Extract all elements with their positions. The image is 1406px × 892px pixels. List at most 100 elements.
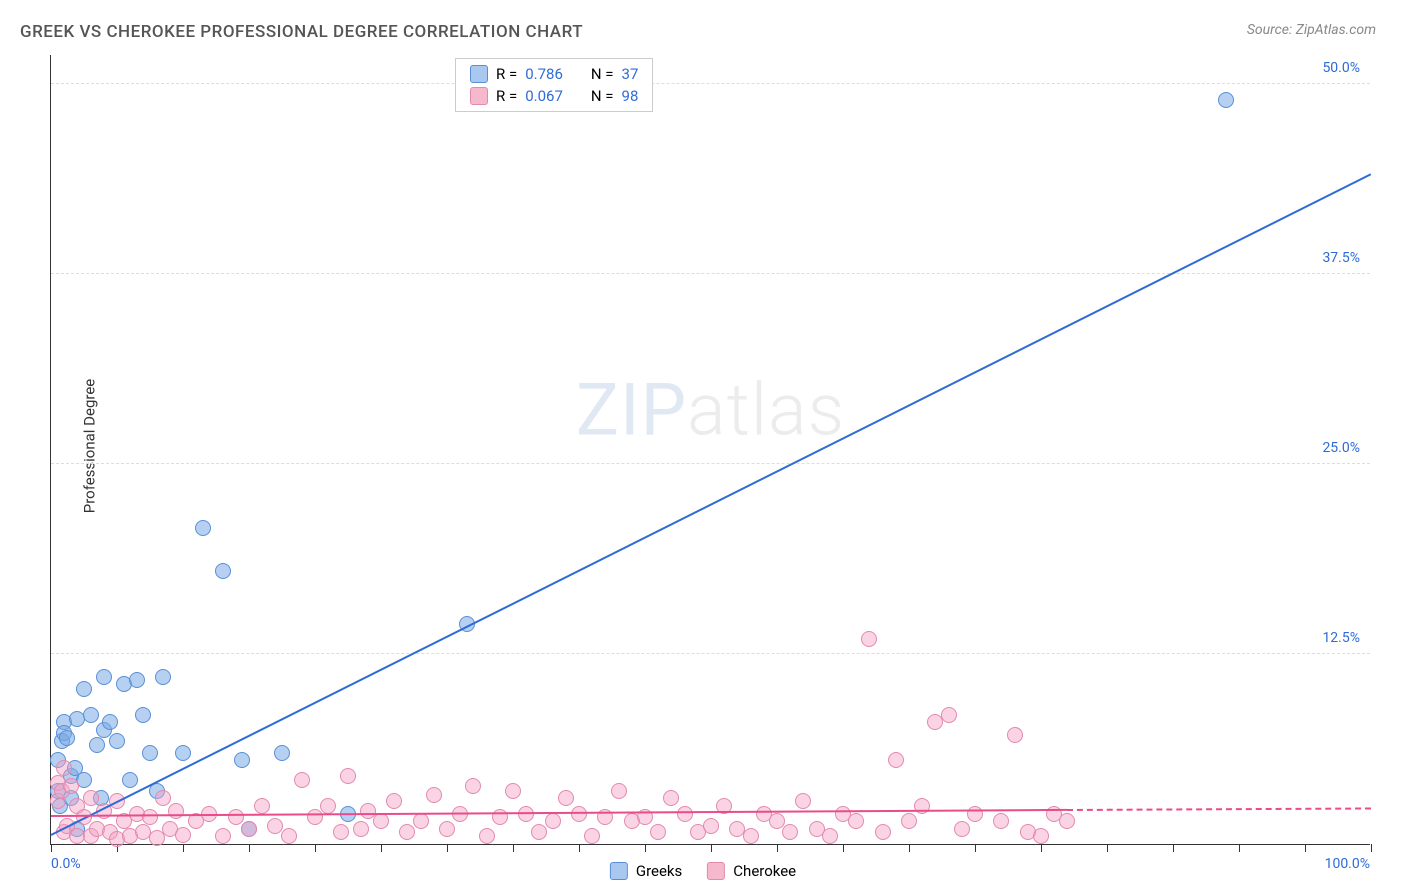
data-point <box>215 563 231 579</box>
legend-series-item: Greeks <box>610 862 682 880</box>
data-point <box>129 672 145 688</box>
data-point <box>861 631 877 647</box>
legend-stat-row: R = 0.786N = 37 <box>470 63 638 85</box>
grid-line-h <box>51 83 1370 84</box>
x-tick-label: 0.0% <box>51 856 81 872</box>
x-tick <box>777 844 778 852</box>
data-point <box>479 828 495 844</box>
data-point <box>373 813 389 829</box>
data-point <box>782 824 798 840</box>
legend-swatch <box>470 65 488 83</box>
r-label: R = <box>496 87 517 105</box>
legend-swatch <box>707 862 725 880</box>
data-point <box>155 790 171 806</box>
data-point <box>59 730 75 746</box>
legend-series-item: Cherokee <box>707 862 796 880</box>
n-value: 37 <box>622 65 639 83</box>
data-point <box>89 737 105 753</box>
data-point <box>228 809 244 825</box>
data-point <box>611 783 627 799</box>
data-point <box>254 798 270 814</box>
data-point <box>465 778 481 794</box>
n-label: N = <box>591 87 614 105</box>
x-tick <box>843 844 844 852</box>
data-point <box>96 669 112 685</box>
data-point <box>142 745 158 761</box>
data-point <box>1007 727 1023 743</box>
data-point <box>386 793 402 809</box>
chart-title: GREEK VS CHEROKEE PROFESSIONAL DEGREE CO… <box>20 22 583 42</box>
data-point <box>281 828 297 844</box>
data-point <box>413 813 429 829</box>
data-point <box>492 809 508 825</box>
n-value: 98 <box>622 87 639 105</box>
x-tick <box>1041 844 1042 852</box>
legend-swatch <box>470 87 488 105</box>
data-point <box>743 828 759 844</box>
x-tick <box>1107 844 1108 852</box>
data-point <box>83 790 99 806</box>
data-point <box>888 752 904 768</box>
x-tick <box>51 844 52 852</box>
data-point <box>175 745 191 761</box>
data-point <box>63 778 79 794</box>
data-point <box>584 828 600 844</box>
x-tick <box>1173 844 1174 852</box>
legend-swatch <box>610 862 628 880</box>
data-point <box>175 827 191 843</box>
legend-correlation-box: R = 0.786N = 37R = 0.067N = 98 <box>455 58 653 112</box>
x-tick <box>645 844 646 852</box>
data-point <box>954 821 970 837</box>
legend-series-label: Cherokee <box>733 862 796 880</box>
data-point <box>56 760 72 776</box>
watermark: ZIPatlas <box>576 368 845 453</box>
data-point <box>195 520 211 536</box>
trend-line <box>1067 807 1371 811</box>
data-point <box>545 813 561 829</box>
y-tick-label: 25.0% <box>1322 440 1370 456</box>
data-point <box>663 790 679 806</box>
data-point <box>1059 813 1075 829</box>
data-point <box>274 745 290 761</box>
data-point <box>307 809 323 825</box>
x-tick <box>315 844 316 852</box>
data-point <box>439 821 455 837</box>
data-point <box>142 809 158 825</box>
data-point <box>155 669 171 685</box>
n-label: N = <box>591 65 614 83</box>
legend-stat-row: R = 0.067 N = 98 <box>470 85 638 107</box>
data-point <box>875 824 891 840</box>
data-point <box>822 828 838 844</box>
data-point <box>426 787 442 803</box>
data-point <box>1218 92 1234 108</box>
x-tick <box>447 844 448 852</box>
x-tick <box>711 844 712 852</box>
data-point <box>941 707 957 723</box>
r-label: R = <box>496 65 517 83</box>
data-point <box>901 813 917 829</box>
data-point <box>399 824 415 840</box>
data-point <box>109 733 125 749</box>
grid-line-h <box>51 653 1370 654</box>
data-point <box>333 824 349 840</box>
y-tick-label: 50.0% <box>1322 60 1370 76</box>
data-point <box>76 681 92 697</box>
y-tick-label: 12.5% <box>1322 630 1370 646</box>
r-value: 0.067 <box>525 87 563 105</box>
data-point <box>234 752 250 768</box>
x-tick <box>513 844 514 852</box>
x-tick <box>1305 844 1306 852</box>
x-tick <box>909 844 910 852</box>
data-point <box>993 813 1009 829</box>
data-point <box>531 824 547 840</box>
data-point <box>102 714 118 730</box>
x-tick <box>975 844 976 852</box>
data-point <box>135 707 151 723</box>
x-tick <box>183 844 184 852</box>
data-point <box>215 828 231 844</box>
data-point <box>505 783 521 799</box>
source-attribution: Source: ZipAtlas.com <box>1247 22 1376 38</box>
x-tick-label: 100.0% <box>1325 856 1370 872</box>
x-tick <box>1239 844 1240 852</box>
legend-series: Greeks Cherokee <box>610 862 796 880</box>
